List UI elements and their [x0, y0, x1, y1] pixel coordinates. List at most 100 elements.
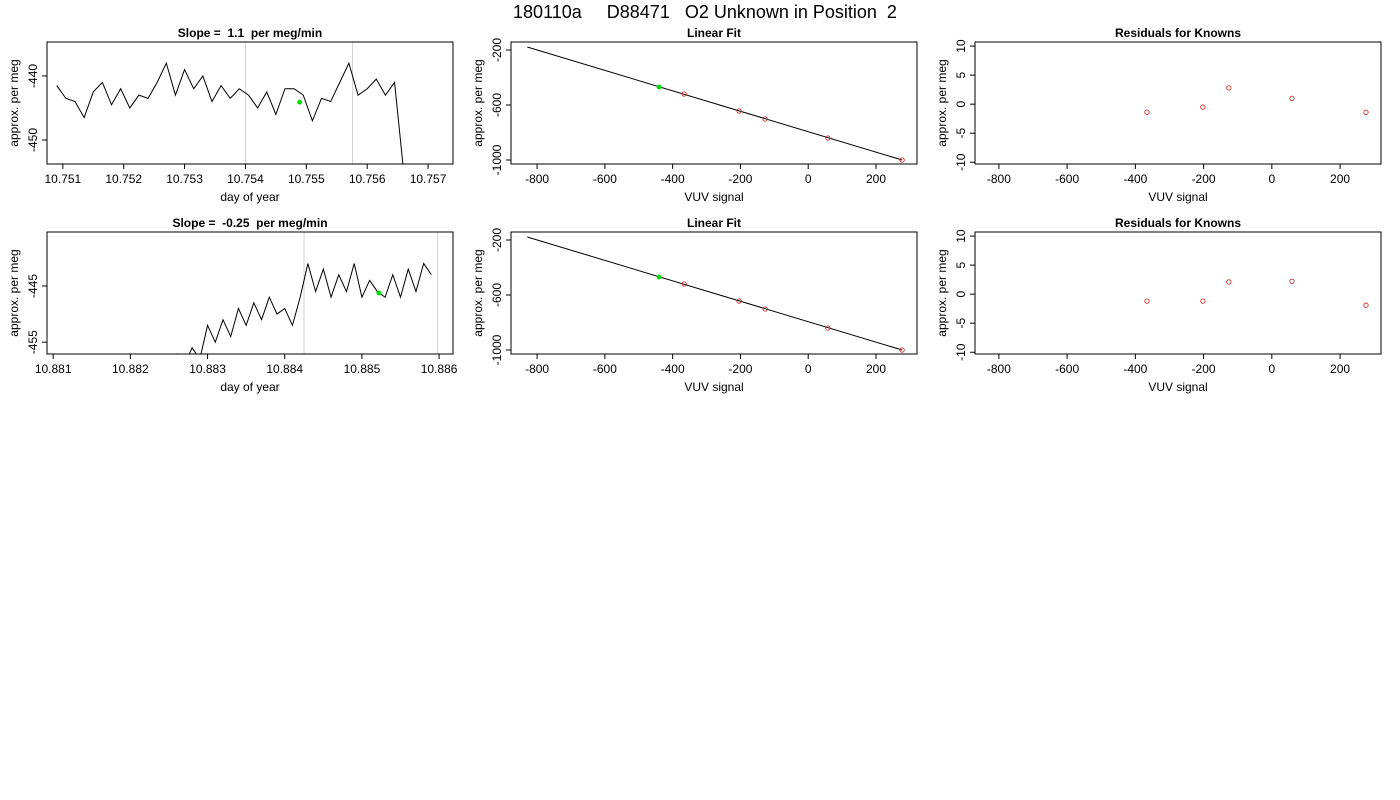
known-point: [1200, 298, 1206, 304]
x-tick-label: 200: [1330, 362, 1350, 376]
x-tick-label: 0: [805, 172, 812, 186]
y-axis-label: approx. per meg: [935, 59, 949, 146]
x-tick-label: 10.886: [421, 362, 458, 376]
x-tick-label: -800: [987, 172, 1011, 186]
panel-title: Linear Fit: [687, 216, 741, 230]
y-tick-label: 10: [954, 39, 968, 53]
x-tick-label: 0: [1268, 172, 1275, 186]
data-line: [56, 61, 404, 164]
x-tick-label: 200: [866, 362, 886, 376]
unknown-point: [656, 274, 662, 280]
x-tick-label: 10.882: [112, 362, 149, 376]
plot-area: [56, 42, 404, 164]
known-point: [762, 306, 768, 312]
y-tick-label: -10: [954, 343, 968, 361]
plot-box: [974, 41, 1382, 165]
x-tick-label: 200: [1330, 172, 1350, 186]
x-axis-label: VUV signal: [684, 380, 743, 394]
panel: Slope = 1.1 per meg/min day of year approx…: [7, 26, 454, 204]
fit-line: [527, 236, 903, 351]
panel: Residuals for Knowns VUV signal approx. pe…: [935, 26, 1382, 204]
known-point: [1226, 85, 1232, 91]
y-tick-label: 5: [954, 261, 968, 268]
known-point: [899, 347, 905, 353]
y-axis-label: approx. per meg: [471, 249, 485, 336]
x-tick-label: -400: [661, 362, 685, 376]
x-tick-label: 10.753: [166, 172, 203, 186]
known-point: [825, 325, 831, 331]
x-tick-label: -400: [661, 172, 685, 186]
x-tick-label: -600: [1055, 362, 1079, 376]
plot-box: [46, 41, 454, 165]
data-line: [176, 262, 432, 354]
panel-title: Slope = -0.25 per meg/min: [172, 216, 327, 230]
plot-box: [510, 231, 918, 355]
y-tick-label: 0: [954, 101, 968, 108]
marker-point: [297, 99, 303, 105]
known-point: [681, 281, 687, 287]
y-axis-label: approx. per meg: [471, 59, 485, 146]
known-point: [1144, 109, 1150, 115]
fit-line: [527, 46, 903, 161]
x-tick-label: -200: [1192, 172, 1216, 186]
panel-title: Slope = 1.1 per meg/min: [178, 26, 322, 40]
x-tick-label: -200: [728, 362, 752, 376]
y-tick-label: -600: [490, 93, 504, 117]
x-tick-label: 10.757: [410, 172, 447, 186]
plot-box: [510, 41, 918, 165]
y-axis-label: approx. per meg: [7, 249, 21, 336]
known-point: [736, 298, 742, 304]
x-tick-label: -200: [1192, 362, 1216, 376]
x-tick-label: -400: [1123, 172, 1147, 186]
y-tick-label: -5: [954, 318, 968, 329]
known-point: [1363, 302, 1369, 308]
y-tick-label: -200: [490, 228, 504, 252]
plot-area: [527, 46, 905, 163]
panel-title: Residuals for Knowns: [1115, 26, 1241, 40]
known-point: [899, 157, 905, 163]
x-tick-label: 10.881: [35, 362, 72, 376]
y-tick-label: -1000: [490, 334, 504, 365]
x-tick-label: -800: [987, 362, 1011, 376]
unknown-point: [656, 84, 662, 90]
panel-title: Residuals for Knowns: [1115, 216, 1241, 230]
x-tick-label: 10.885: [344, 362, 381, 376]
y-tick-label: -200: [490, 38, 504, 62]
y-tick-label: -455: [26, 330, 40, 354]
plot-area: [176, 232, 439, 354]
y-tick-label: -440: [26, 64, 40, 88]
known-point: [681, 91, 687, 97]
x-tick-label: -600: [593, 362, 617, 376]
y-tick-label: -1000: [490, 144, 504, 175]
plot-area: [1144, 278, 1369, 308]
x-axis-label: day of year: [220, 380, 279, 394]
panel: Slope = -0.25 per meg/min day of year appr…: [7, 216, 458, 394]
y-tick-label: 5: [954, 71, 968, 78]
y-axis-label: approx. per meg: [7, 59, 21, 146]
known-point: [1226, 279, 1232, 285]
x-tick-label: 0: [805, 362, 812, 376]
x-tick-label: 10.754: [227, 172, 264, 186]
x-axis-label: VUV signal: [684, 190, 743, 204]
known-point: [1144, 298, 1150, 304]
marker-point: [376, 290, 382, 296]
known-point: [1289, 278, 1295, 285]
x-tick-label: -600: [1055, 172, 1079, 186]
x-tick-label: 0: [1268, 362, 1275, 376]
known-point: [1363, 109, 1369, 115]
x-tick-label: 10.884: [266, 362, 303, 376]
x-tick-label: 10.883: [189, 362, 226, 376]
panel: Linear Fit VUV signal approx. per meg -800 -…: [471, 216, 918, 394]
y-tick-label: -5: [954, 128, 968, 139]
y-tick-label: -445: [26, 274, 40, 298]
x-tick-label: 10.755: [288, 172, 325, 186]
x-tick-label: -200: [728, 172, 752, 186]
x-axis-label: VUV signal: [1148, 380, 1207, 394]
panel: Linear Fit VUV signal approx. per meg -800 -…: [471, 26, 918, 204]
plot-box: [974, 231, 1382, 355]
plot-area: [1144, 85, 1369, 115]
known-point: [762, 116, 768, 122]
x-tick-label: 200: [866, 172, 886, 186]
plot-box: [46, 231, 454, 355]
